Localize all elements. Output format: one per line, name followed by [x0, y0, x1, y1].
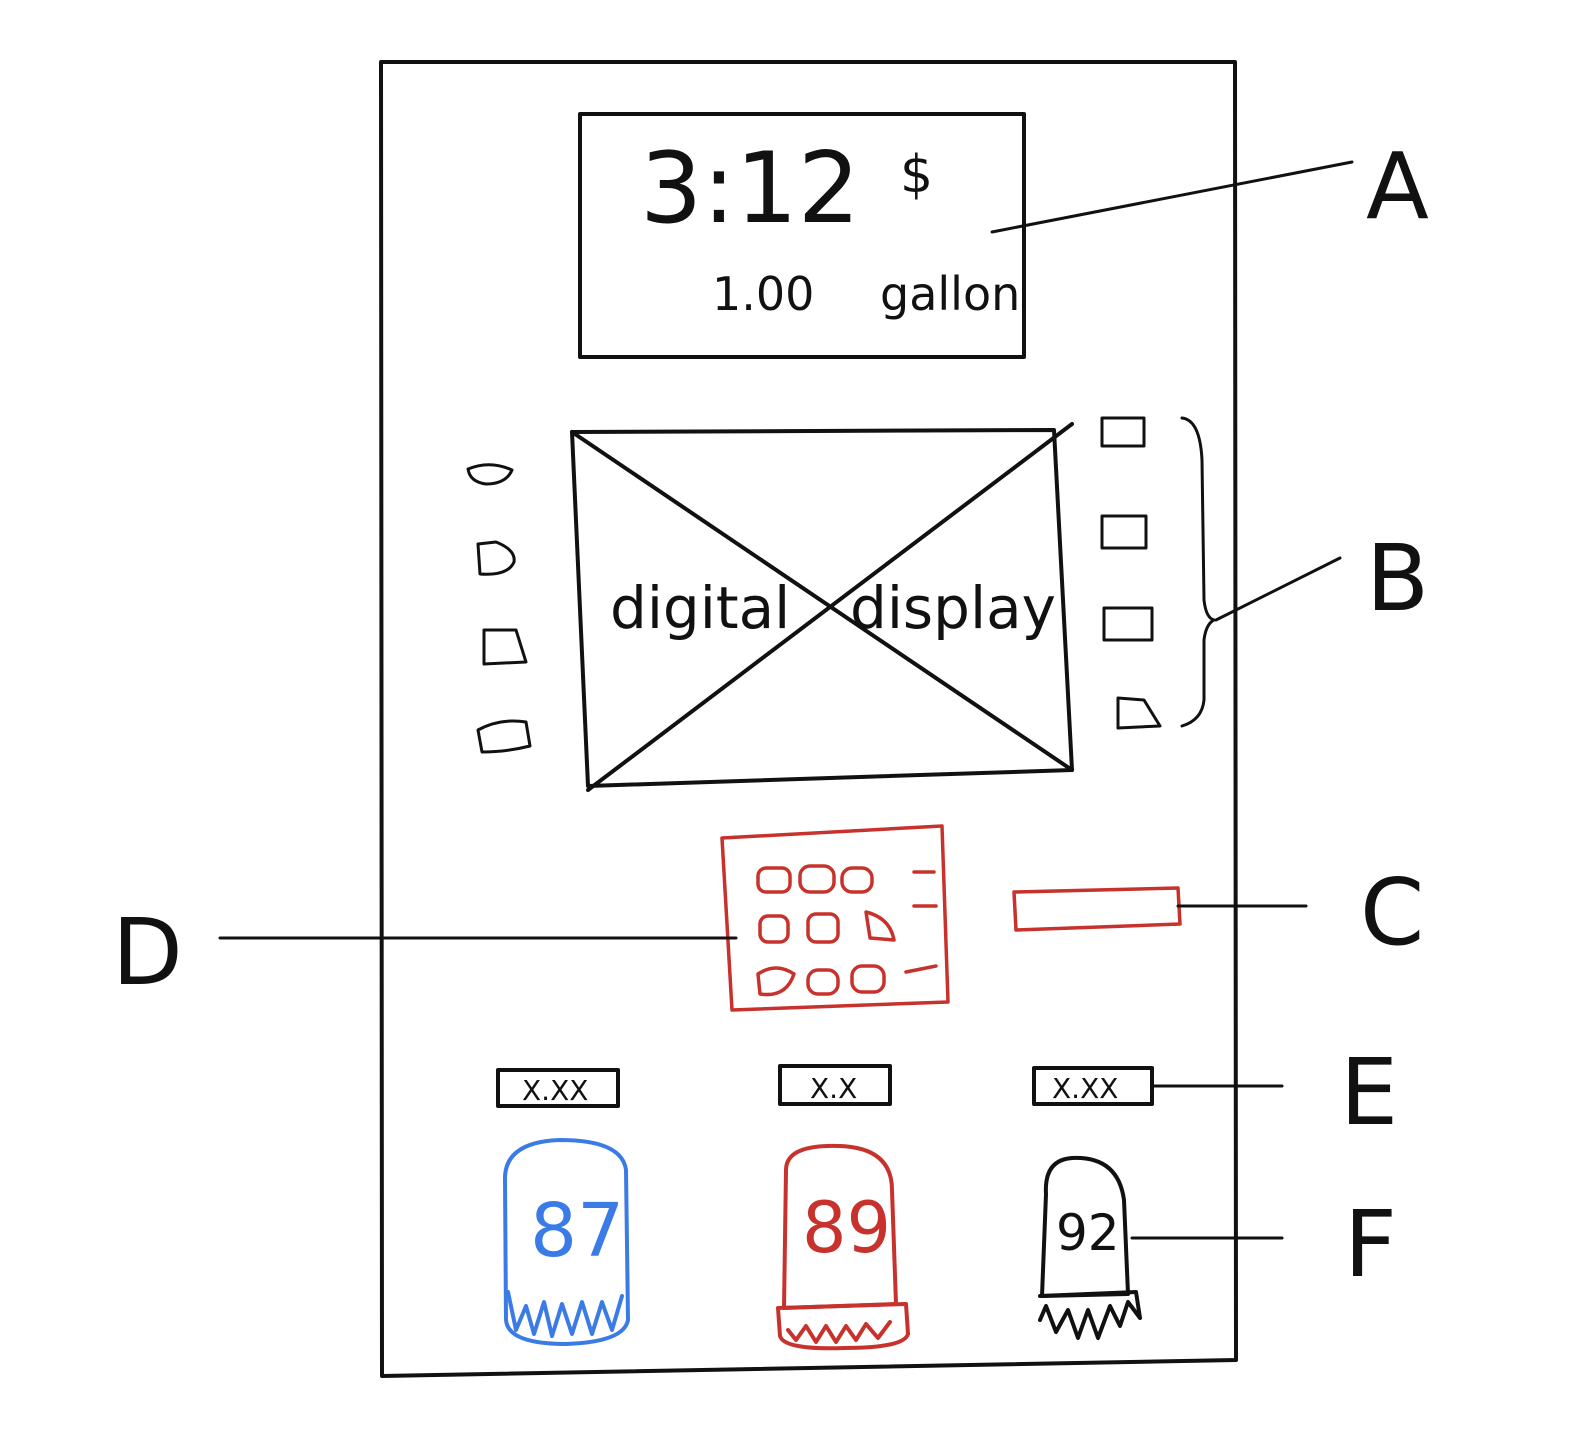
price-tags: X.XX X.X X.XX: [496, 1064, 1154, 1108]
right-soft-key-3[interactable]: [1102, 606, 1154, 642]
price-tag-frame: [778, 1064, 892, 1106]
price-tag-89: X.X: [778, 1064, 892, 1106]
grade-button-92[interactable]: 92: [1038, 1155, 1142, 1340]
display-cross-line-1: [570, 430, 1074, 772]
keypad-key-7[interactable]: [864, 910, 896, 942]
left-soft-key-2[interactable]: [476, 540, 516, 576]
display-label-digital: digital: [610, 574, 790, 642]
currency-symbol: $: [900, 145, 933, 205]
right-soft-key-1[interactable]: [1100, 416, 1146, 448]
keypad-key-9[interactable]: [756, 966, 796, 997]
grade-button-89[interactable]: 89: [776, 1143, 910, 1351]
callout-label-b: B: [1366, 525, 1429, 632]
price-tag-92: X.XX: [1032, 1066, 1154, 1106]
grade-button-grip: [786, 1320, 892, 1344]
grade-button-base: [776, 1302, 910, 1351]
left-soft-keys: [466, 463, 532, 754]
keypad-key-3[interactable]: [840, 866, 874, 894]
keypad-frame: [720, 824, 950, 1012]
callout-line-a: [990, 160, 1354, 234]
price-tag-text: X.XX: [1052, 1072, 1118, 1105]
grade-button-body: [782, 1143, 898, 1310]
keypad-key-11[interactable]: [850, 964, 886, 994]
soft-keys-brace: [1180, 416, 1216, 728]
price-tag-text: X.XX: [522, 1074, 588, 1107]
pump-body-outline: [379, 60, 1238, 1378]
keypad-key-12[interactable]: [904, 964, 938, 974]
keypad-key-2[interactable]: [798, 864, 836, 894]
volume-readout: 1.00: [712, 267, 814, 321]
left-soft-key-4[interactable]: [476, 719, 532, 754]
grade-button-body: [502, 1138, 630, 1346]
right-soft-keys: [1100, 416, 1216, 730]
left-soft-key-3[interactable]: [482, 628, 528, 666]
callout-lines: [218, 160, 1354, 1240]
grade-button-grip: [1038, 1290, 1142, 1340]
keypad-key-1[interactable]: [756, 866, 792, 894]
grade-octane-label: 87: [530, 1188, 624, 1274]
unit-label: gallon: [880, 267, 1020, 321]
keypad-key-6[interactable]: [806, 912, 840, 944]
right-soft-key-4[interactable]: [1116, 696, 1162, 730]
callout-label-d: D: [112, 899, 183, 1006]
left-soft-key-1[interactable]: [466, 463, 514, 486]
grade-button-grip: [506, 1290, 624, 1338]
display-label-display: display: [850, 574, 1056, 642]
callout-labels: A B C D E F: [112, 133, 1429, 1298]
grade-button-87[interactable]: 87: [502, 1138, 630, 1346]
grade-octane-label: 92: [1056, 1204, 1120, 1262]
keypad-key-10[interactable]: [806, 968, 840, 996]
readout-frame: [578, 112, 1026, 359]
callout-label-e: E: [1340, 1039, 1398, 1146]
readout-panel: 3:12 $ 1.00 gallon: [578, 112, 1026, 359]
keypad: [720, 824, 950, 1012]
digital-display: digital display: [570, 422, 1074, 792]
price-tag-text: X.X: [810, 1072, 857, 1105]
keypad-key-5[interactable]: [758, 914, 790, 944]
callout-label-c: C: [1360, 859, 1424, 966]
grade-button-body: [1040, 1155, 1130, 1298]
grade-buttons: 87 89 92: [502, 1138, 1142, 1351]
price-readout: 3:12: [640, 132, 860, 246]
display-cross-line-2: [586, 422, 1074, 792]
card-slot[interactable]: [1012, 886, 1182, 932]
price-tag-87: X.XX: [496, 1068, 620, 1108]
right-soft-key-2[interactable]: [1100, 514, 1148, 550]
callout-label-a: A: [1366, 133, 1429, 240]
price-tag-frame: [496, 1068, 620, 1108]
callout-line-b: [1214, 556, 1342, 622]
callout-label-f: F: [1344, 1191, 1397, 1298]
grade-octane-label: 89: [802, 1187, 891, 1269]
